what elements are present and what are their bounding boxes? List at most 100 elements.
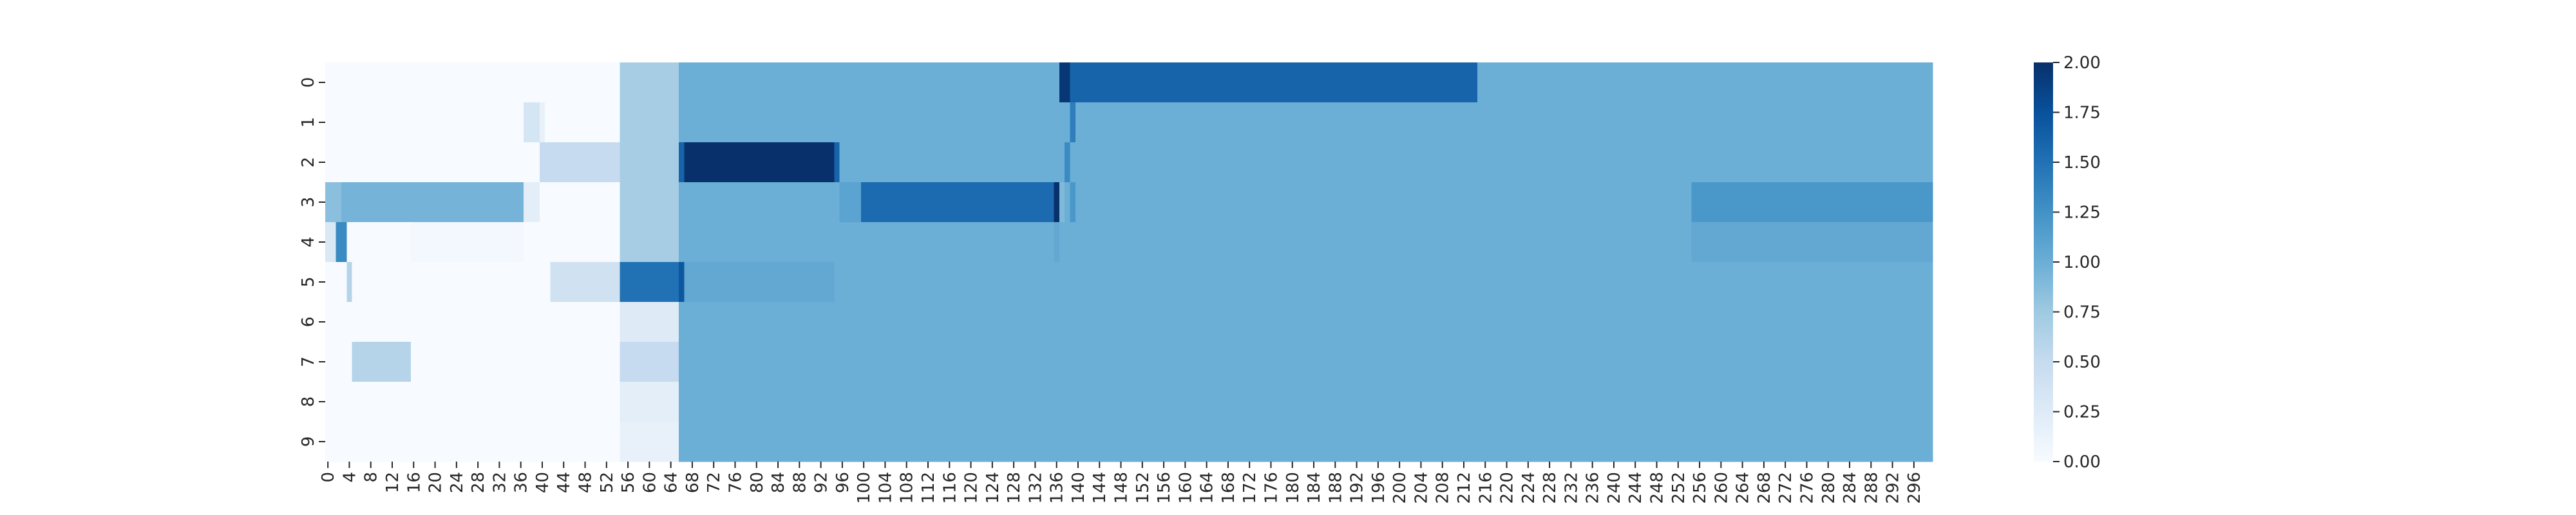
heatmap-cell bbox=[620, 262, 679, 303]
heatmap-cell bbox=[341, 182, 524, 223]
x-tick-label: 164 bbox=[1198, 472, 1217, 504]
heatmap-cell bbox=[1477, 62, 1933, 103]
heatmap-cell bbox=[620, 142, 679, 183]
heatmap-cell bbox=[325, 182, 342, 223]
heatmap-cell bbox=[1065, 182, 1071, 223]
y-tick-label: 0 bbox=[299, 77, 318, 88]
x-tick-label: 64 bbox=[662, 472, 681, 493]
x-tick-label: 84 bbox=[769, 472, 788, 493]
x-tick-label: 240 bbox=[1605, 472, 1624, 504]
x-tick-label: 292 bbox=[1884, 472, 1903, 504]
x-tick-label: 220 bbox=[1498, 472, 1517, 504]
heatmap-cell bbox=[839, 182, 862, 223]
heatmap-cell bbox=[1059, 222, 1692, 263]
colorbar-gradient bbox=[2034, 62, 2053, 462]
y-tick-label: 2 bbox=[299, 157, 318, 168]
x-tick-label: 248 bbox=[1648, 472, 1667, 504]
y-tick-label: 4 bbox=[299, 237, 318, 248]
x-tick-label: 260 bbox=[1712, 472, 1731, 504]
heatmap-cell bbox=[679, 342, 1933, 382]
x-tick-label: 68 bbox=[683, 472, 703, 493]
x-tick-label: 276 bbox=[1797, 472, 1817, 504]
y-tick-label: 8 bbox=[299, 397, 318, 407]
heatmap-cell bbox=[1075, 182, 1692, 223]
heatmap-cell bbox=[539, 102, 545, 143]
x-tick-label: 168 bbox=[1219, 472, 1238, 504]
colorbar: 0.00 0.25 0.50 0.75 1.00 1.25 1.50 1.75 2.00 bbox=[2034, 53, 2101, 472]
heatmap-cell bbox=[411, 222, 524, 263]
x-axis: 0 4 8 12 16 20 24 28 32 36 40 44 48 52 56 60 64 68 72 76 80 8… bbox=[319, 462, 1924, 504]
x-tick-label: 108 bbox=[898, 472, 917, 504]
heatmap-cell bbox=[352, 342, 412, 382]
x-tick-label: 172 bbox=[1240, 472, 1260, 504]
heatmap-cell bbox=[679, 102, 1071, 143]
heatmap-cell bbox=[336, 222, 347, 263]
heatmap-cell bbox=[539, 142, 621, 183]
heatmap-cell bbox=[523, 222, 621, 263]
y-tick-label: 6 bbox=[299, 317, 318, 328]
x-tick-label: 148 bbox=[1112, 472, 1132, 504]
x-tick-label: 224 bbox=[1519, 472, 1539, 504]
heatmap-cell bbox=[839, 142, 1065, 183]
y-tick-label: 3 bbox=[299, 197, 318, 208]
x-tick-label: 104 bbox=[876, 472, 895, 504]
x-tick-label: 212 bbox=[1455, 472, 1474, 504]
heatmap-cell bbox=[539, 182, 621, 223]
heatmap-cell bbox=[620, 222, 679, 263]
heatmap-cell bbox=[620, 302, 679, 342]
x-tick-label: 232 bbox=[1562, 472, 1581, 504]
heatmap-cell bbox=[620, 62, 679, 103]
x-tick-label: 256 bbox=[1690, 472, 1710, 504]
colorbar-tick-label: 1.25 bbox=[2063, 203, 2101, 223]
heatmap-cell bbox=[325, 422, 621, 462]
x-tick-label: 188 bbox=[1326, 472, 1345, 504]
heatmap-cell bbox=[1070, 182, 1076, 223]
x-tick-label: 48 bbox=[576, 472, 596, 493]
heatmap-cell bbox=[325, 382, 621, 422]
x-tick-label: 36 bbox=[512, 472, 531, 493]
colorbar-tick-label: 0.00 bbox=[2063, 453, 2101, 472]
x-tick-label: 92 bbox=[812, 472, 831, 493]
heatmap-cell bbox=[679, 382, 1933, 422]
heatmap-cell bbox=[1054, 222, 1060, 263]
x-tick-label: 0 bbox=[319, 472, 338, 483]
colorbar-tick-label: 2.00 bbox=[2063, 53, 2101, 73]
heatmap-cell bbox=[325, 62, 621, 103]
x-tick-label: 8 bbox=[362, 472, 381, 483]
x-tick-label: 76 bbox=[726, 472, 745, 493]
x-tick-label: 52 bbox=[598, 472, 617, 493]
heatmap-cell bbox=[679, 142, 685, 183]
x-tick-label: 140 bbox=[1069, 472, 1088, 504]
heatmap-cell bbox=[1691, 182, 1933, 223]
heatmap-cell bbox=[1070, 142, 1933, 183]
heatmap-cell bbox=[834, 142, 840, 183]
x-tick-label: 184 bbox=[1305, 472, 1324, 504]
y-tick-label: 1 bbox=[299, 117, 318, 128]
x-tick-label: 216 bbox=[1476, 472, 1495, 504]
heatmap-cell bbox=[1054, 182, 1060, 223]
heatmap-plot-area bbox=[325, 62, 1933, 462]
x-tick-label: 96 bbox=[833, 472, 853, 493]
heatmap-cell bbox=[352, 262, 551, 303]
x-tick-label: 128 bbox=[1005, 472, 1024, 504]
heatmap-cell bbox=[620, 422, 679, 462]
y-tick-label: 7 bbox=[299, 357, 318, 368]
heatmap-cell bbox=[1065, 142, 1071, 183]
x-tick-label: 160 bbox=[1176, 472, 1195, 504]
heatmap-cell bbox=[550, 262, 621, 303]
x-tick-label: 144 bbox=[1090, 472, 1110, 504]
x-tick-label: 156 bbox=[1155, 472, 1174, 504]
heatmap-cell bbox=[1070, 102, 1076, 143]
colorbar-tick-label: 0.25 bbox=[2063, 403, 2101, 422]
heatmap-cell bbox=[1059, 182, 1065, 223]
y-tick-label: 9 bbox=[299, 436, 318, 447]
x-tick-label: 264 bbox=[1734, 472, 1753, 504]
x-tick-label: 24 bbox=[448, 472, 467, 493]
colorbar-tick-label: 1.00 bbox=[2063, 253, 2101, 272]
x-tick-label: 60 bbox=[640, 472, 659, 493]
heatmap-cell bbox=[1059, 62, 1071, 103]
heatmap-cell bbox=[325, 262, 347, 303]
x-tick-label: 72 bbox=[705, 472, 724, 493]
x-tick-label: 244 bbox=[1626, 472, 1645, 504]
